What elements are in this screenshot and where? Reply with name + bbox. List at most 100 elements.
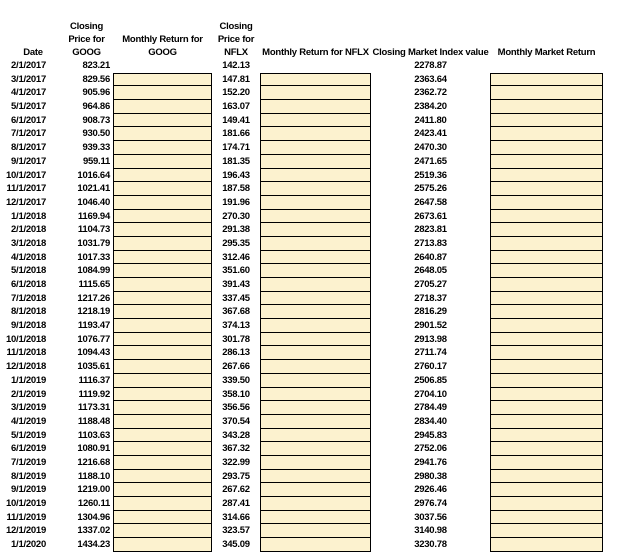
goog-return-input-cell[interactable]	[113, 373, 212, 388]
nflx-return-input-cell[interactable]	[260, 469, 371, 484]
market-return-input-cell[interactable]	[490, 373, 603, 388]
market-return-input-cell[interactable]	[490, 236, 603, 251]
market-return-input-cell[interactable]	[490, 442, 603, 456]
goog-return-input-cell[interactable]	[113, 168, 212, 183]
market-return-input-cell[interactable]	[490, 414, 603, 429]
market-return-input-cell[interactable]	[490, 538, 603, 552]
market-return-input-cell[interactable]	[490, 100, 603, 114]
goog-return-input-cell[interactable]	[113, 291, 212, 306]
goog-return-input-cell[interactable]	[113, 414, 212, 429]
market-return-input-cell[interactable]	[490, 209, 603, 224]
market-return-input-cell[interactable]	[490, 154, 603, 169]
goog-return-input-cell[interactable]	[113, 497, 212, 511]
nflx-return-input-cell[interactable]	[260, 278, 371, 292]
goog-return-input-cell[interactable]	[113, 264, 212, 278]
nflx-return-input-cell[interactable]	[260, 209, 371, 224]
goog-return-input-cell[interactable]	[113, 524, 212, 539]
market-return-input-cell[interactable]	[490, 483, 603, 497]
goog-return-input-cell[interactable]	[113, 319, 212, 333]
market-return-input-cell[interactable]	[490, 455, 603, 470]
nflx-return-input-cell[interactable]	[260, 455, 371, 470]
market-return-input-cell[interactable]	[490, 360, 603, 374]
nflx-return-input-cell[interactable]	[260, 182, 371, 196]
goog-return-input-cell[interactable]	[113, 387, 212, 402]
goog-return-input-cell[interactable]	[113, 127, 212, 142]
nflx-return-input-cell[interactable]	[260, 141, 371, 155]
goog-return-input-cell[interactable]	[113, 332, 212, 347]
goog-return-input-cell[interactable]	[113, 469, 212, 484]
nflx-return-input-cell[interactable]	[260, 538, 371, 552]
nflx-return-input-cell[interactable]	[260, 442, 371, 456]
goog-return-input-cell[interactable]	[113, 346, 212, 361]
goog-return-input-cell[interactable]	[113, 305, 212, 320]
goog-return-input-cell[interactable]	[113, 401, 212, 415]
market-return-input-cell[interactable]	[490, 127, 603, 142]
nflx-return-input-cell[interactable]	[260, 264, 371, 278]
market-return-input-cell[interactable]	[490, 510, 603, 525]
market-return-input-cell[interactable]	[490, 264, 603, 278]
market-return-input-cell[interactable]	[490, 346, 603, 361]
nflx-return-input-cell[interactable]	[260, 154, 371, 169]
nflx-return-input-cell[interactable]	[260, 100, 371, 114]
goog-return-input-cell[interactable]	[113, 442, 212, 456]
market-return-input-cell[interactable]	[490, 141, 603, 155]
market-return-input-cell[interactable]	[490, 332, 603, 347]
nflx-return-input-cell[interactable]	[260, 305, 371, 320]
market-return-input-cell[interactable]	[490, 524, 603, 539]
nflx-return-input-cell[interactable]	[260, 428, 371, 443]
goog-return-input-cell[interactable]	[113, 72, 212, 87]
nflx-return-input-cell[interactable]	[260, 319, 371, 333]
nflx-return-input-cell[interactable]	[260, 168, 371, 183]
market-return-input-cell[interactable]	[490, 469, 603, 484]
market-return-input-cell[interactable]	[490, 319, 603, 333]
goog-return-input-cell[interactable]	[113, 141, 212, 155]
goog-return-input-cell[interactable]	[113, 278, 212, 292]
market-return-input-cell[interactable]	[490, 305, 603, 320]
goog-return-input-cell[interactable]	[113, 538, 212, 552]
goog-return-input-cell[interactable]	[113, 236, 212, 251]
nflx-return-input-cell[interactable]	[260, 236, 371, 251]
goog-return-input-cell[interactable]	[113, 223, 212, 237]
market-return-input-cell[interactable]	[490, 428, 603, 443]
nflx-return-input-cell[interactable]	[260, 223, 371, 237]
market-return-input-cell[interactable]	[490, 113, 603, 128]
market-return-input-cell[interactable]	[490, 497, 603, 511]
goog-return-input-cell[interactable]	[113, 510, 212, 525]
goog-return-input-cell[interactable]	[113, 154, 212, 169]
market-return-input-cell[interactable]	[490, 168, 603, 183]
nflx-return-input-cell[interactable]	[260, 414, 371, 429]
market-return-input-cell[interactable]	[490, 291, 603, 306]
nflx-return-input-cell[interactable]	[260, 524, 371, 539]
nflx-return-input-cell[interactable]	[260, 250, 371, 265]
market-return-input-cell[interactable]	[490, 182, 603, 196]
nflx-return-input-cell[interactable]	[260, 360, 371, 374]
nflx-return-input-cell[interactable]	[260, 332, 371, 347]
market-return-input-cell[interactable]	[490, 195, 603, 210]
goog-return-input-cell[interactable]	[113, 209, 212, 224]
nflx-return-input-cell[interactable]	[260, 510, 371, 525]
goog-return-input-cell[interactable]	[113, 100, 212, 114]
nflx-return-input-cell[interactable]	[260, 497, 371, 511]
goog-return-input-cell[interactable]	[113, 483, 212, 497]
nflx-return-input-cell[interactable]	[260, 401, 371, 415]
nflx-return-input-cell[interactable]	[260, 483, 371, 497]
goog-return-input-cell[interactable]	[113, 86, 212, 101]
goog-return-input-cell[interactable]	[113, 113, 212, 128]
nflx-return-input-cell[interactable]	[260, 291, 371, 306]
market-return-input-cell[interactable]	[490, 250, 603, 265]
nflx-return-input-cell[interactable]	[260, 72, 371, 87]
market-return-input-cell[interactable]	[490, 223, 603, 237]
market-return-input-cell[interactable]	[490, 401, 603, 415]
goog-return-input-cell[interactable]	[113, 360, 212, 374]
market-return-input-cell[interactable]	[490, 72, 603, 87]
nflx-return-input-cell[interactable]	[260, 127, 371, 142]
market-return-input-cell[interactable]	[490, 86, 603, 101]
nflx-return-input-cell[interactable]	[260, 195, 371, 210]
goog-return-input-cell[interactable]	[113, 428, 212, 443]
nflx-return-input-cell[interactable]	[260, 387, 371, 402]
goog-return-input-cell[interactable]	[113, 455, 212, 470]
market-return-input-cell[interactable]	[490, 278, 603, 292]
nflx-return-input-cell[interactable]	[260, 346, 371, 361]
nflx-return-input-cell[interactable]	[260, 113, 371, 128]
goog-return-input-cell[interactable]	[113, 195, 212, 210]
